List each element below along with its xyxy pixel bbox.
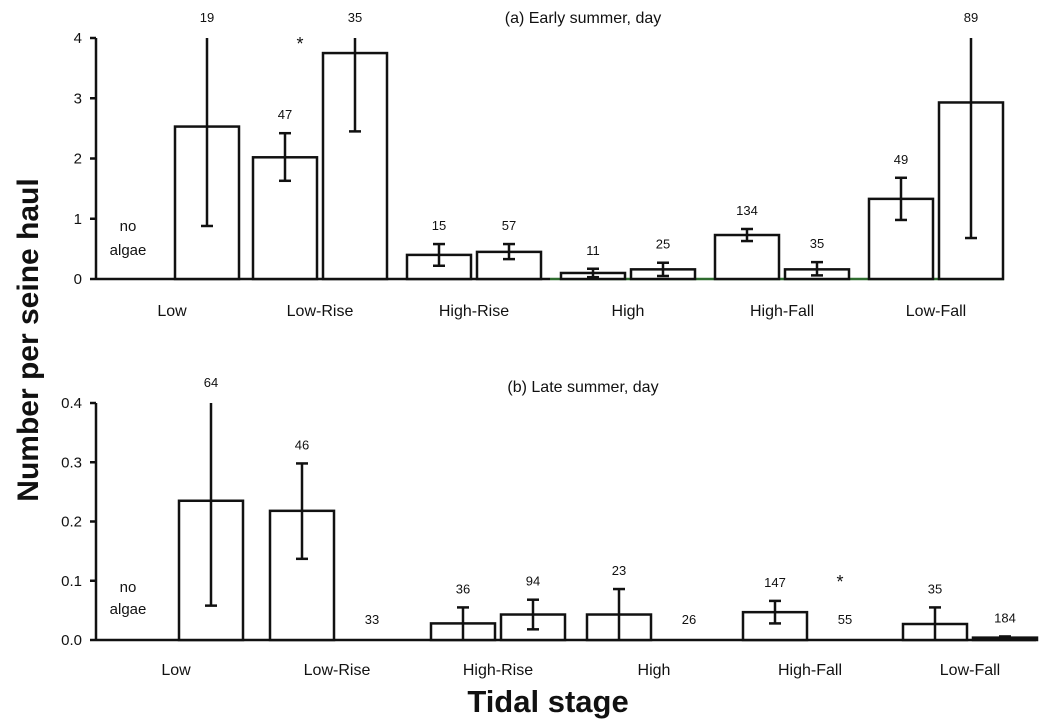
- sample-size-label: 184: [994, 610, 1016, 625]
- sample-size-label: 55: [838, 612, 852, 627]
- category-label: High-Rise: [463, 662, 533, 679]
- y-tick-label: 0.2: [61, 514, 82, 531]
- sample-size-label: 11: [586, 243, 600, 258]
- sample-size-label: 35: [810, 236, 824, 251]
- sample-size-label: 47: [278, 107, 292, 122]
- y-tick-label: 0: [74, 271, 82, 288]
- no-algae-note: no: [120, 579, 137, 596]
- category-label: High: [612, 303, 645, 320]
- no-algae-note: no: [120, 218, 137, 235]
- y-tick-label: 0.0: [61, 632, 82, 649]
- category-label: High-Rise: [439, 303, 509, 320]
- y-axis-label: Number per seine haul: [12, 178, 45, 501]
- sample-size-label: 19: [200, 10, 214, 25]
- category-label: Low-Rise: [287, 303, 354, 320]
- panel-a: (a) Early summer, day 0 1 2 3 4 no algae Low Low-…: [74, 10, 1005, 320]
- sample-size-label: 26: [682, 612, 696, 627]
- panel-b: (b) Late summer, day 0.0 0.1 0.2 0.3 0.4 no alg…: [61, 375, 1039, 679]
- no-algae-note: algae: [110, 242, 147, 259]
- category-label: Low-Rise: [304, 662, 371, 679]
- category-label: Low: [157, 303, 187, 320]
- sample-size-label: 36: [456, 581, 470, 596]
- y-tick-label: 2: [74, 151, 82, 168]
- sample-size-label: 49: [894, 152, 908, 167]
- sample-size-label: 46: [295, 437, 309, 452]
- sample-size-label: 23: [612, 563, 626, 578]
- y-tick-label: 3: [74, 90, 82, 107]
- sample-size-label: 33: [365, 612, 379, 627]
- sample-size-label: 134: [736, 203, 758, 218]
- category-label: High-Fall: [750, 303, 814, 320]
- sample-size-label: 57: [502, 218, 516, 233]
- category-label: Low-Fall: [940, 662, 1000, 679]
- y-tick-label: 0.1: [61, 573, 82, 590]
- y-tick-label: 1: [74, 211, 82, 228]
- y-tick-label: 4: [74, 30, 82, 47]
- x-axis-label: Tidal stage: [467, 684, 628, 719]
- category-label: Low-Fall: [906, 303, 966, 320]
- y-tick-label: 0.3: [61, 454, 82, 471]
- sample-size-label: 25: [656, 237, 670, 252]
- no-algae-note: algae: [110, 601, 147, 618]
- sample-size-label: 64: [204, 375, 218, 390]
- sample-size-label: 89: [964, 10, 978, 25]
- category-label: Low: [161, 662, 191, 679]
- category-label: High-Fall: [778, 662, 842, 679]
- chart-title: (a) Early summer, day: [505, 10, 661, 27]
- significance-marker: *: [296, 34, 303, 54]
- category-label: High: [638, 662, 671, 679]
- chart-title: (b) Late summer, day: [507, 379, 658, 396]
- y-tick-label: 0.4: [61, 395, 82, 412]
- significance-marker: *: [836, 572, 843, 592]
- sample-size-label: 15: [432, 218, 446, 233]
- sample-size-label: 35: [928, 581, 942, 596]
- sample-size-label: 147: [764, 575, 786, 590]
- bar: [713, 233, 781, 281]
- sample-size-label: 35: [348, 10, 362, 25]
- sample-size-label: 94: [526, 574, 540, 589]
